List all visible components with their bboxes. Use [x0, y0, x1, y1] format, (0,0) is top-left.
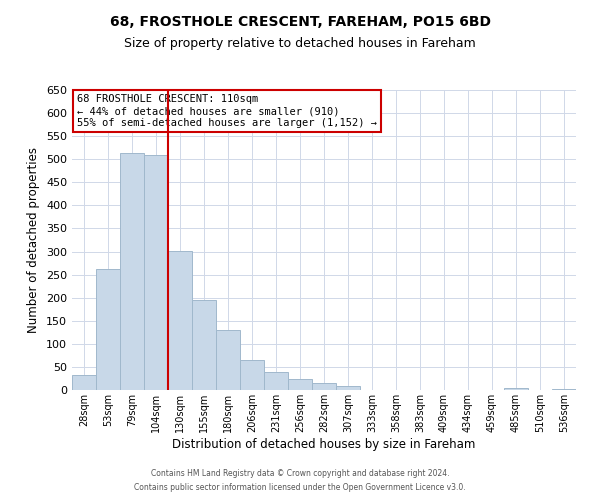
Bar: [216, 330, 240, 390]
Bar: [552, 388, 576, 390]
Text: 68 FROSTHOLE CRESCENT: 110sqm
← 44% of detached houses are smaller (910)
55% of : 68 FROSTHOLE CRESCENT: 110sqm ← 44% of d…: [77, 94, 377, 128]
Bar: [168, 250, 192, 390]
Text: 68, FROSTHOLE CRESCENT, FAREHAM, PO15 6BD: 68, FROSTHOLE CRESCENT, FAREHAM, PO15 6B…: [110, 15, 491, 29]
Bar: [240, 360, 264, 390]
Bar: [144, 154, 168, 390]
Bar: [336, 386, 360, 390]
Bar: [312, 383, 336, 390]
Bar: [264, 372, 288, 390]
Bar: [192, 300, 216, 390]
X-axis label: Distribution of detached houses by size in Fareham: Distribution of detached houses by size …: [172, 438, 476, 450]
Bar: [72, 375, 96, 390]
Text: Contains public sector information licensed under the Open Government Licence v3: Contains public sector information licen…: [134, 484, 466, 492]
Text: Contains HM Land Registry data © Crown copyright and database right 2024.: Contains HM Land Registry data © Crown c…: [151, 468, 449, 477]
Bar: [288, 379, 312, 390]
Bar: [96, 268, 120, 390]
Bar: [504, 388, 528, 390]
Text: Size of property relative to detached houses in Fareham: Size of property relative to detached ho…: [124, 38, 476, 51]
Bar: [120, 153, 144, 390]
Y-axis label: Number of detached properties: Number of detached properties: [28, 147, 40, 333]
